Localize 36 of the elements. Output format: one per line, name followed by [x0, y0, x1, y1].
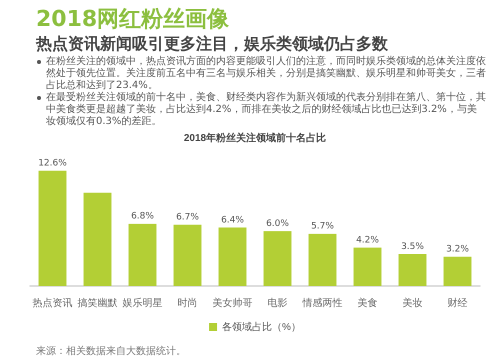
chart-subtitle: 热点资讯新闻吸引更多注目，娱乐类领域仍占多数: [36, 34, 388, 55]
data-label: 4.2%: [356, 235, 380, 246]
bar: [84, 192, 112, 286]
x-tick-label: 搞笑幽默: [78, 296, 118, 309]
text: 2018年粉丝关注领域前十名占比: [184, 132, 326, 144]
bar: [308, 234, 336, 286]
legend-label: 各领域占比（%）: [222, 320, 301, 333]
data-label: 6.7%: [176, 212, 200, 223]
x-tick-label: 情感两性: [302, 296, 342, 309]
bar: [218, 227, 246, 286]
data-label: 6.4%: [221, 215, 244, 226]
data-label: 3.5%: [401, 242, 424, 252]
data-label: 6.8%: [131, 212, 154, 222]
text: 在粉丝关注的领域中，热点资讯方面的内容更能吸引人们的注意，而同时娱乐类领域的总体关注度依然处于领先位置。关注度前五名中有三名与娱乐相关，分别是搞笑幽默、娱乐明星和帅哥美女，三者占比总和达到了23.4%。: [46, 56, 486, 92]
x-tick-label: 美食: [358, 296, 378, 309]
x-tick-label: 热点资讯: [32, 296, 72, 309]
bar: [444, 256, 472, 286]
bar: [398, 254, 426, 286]
data-label: 12.6%: [38, 158, 68, 169]
data-label: 5.7%: [311, 222, 334, 232]
bar: [128, 224, 156, 286]
bar: [354, 248, 382, 286]
data-label: 6.0%: [266, 218, 290, 229]
x-tick-label: 电影: [268, 296, 288, 309]
x-tick-label: 娱乐明星: [122, 296, 162, 309]
chart-title: 2018网红粉丝画像: [36, 6, 230, 34]
bar: [174, 224, 202, 286]
data-label: 3.2%: [446, 244, 470, 255]
bar: [38, 170, 66, 286]
bar: [264, 231, 292, 286]
x-tick-label: 美妆: [402, 296, 422, 309]
source-note: 来源：相关数据来自大数据统计。: [36, 344, 186, 358]
x-tick-label: 财经: [448, 296, 468, 309]
text: 在最受粉丝关注领域的前十名中，美食、财经类内容作为新兴领域的代表分别排在第八、第十位，其中美食类更是超越了美妆，占比达到4.2%，而排在美妆之后的财经领域占比也已达到3.2%，与美妆领域仅有0.3%的差距。: [46, 92, 486, 128]
x-tick-label: 美女帅哥: [212, 296, 252, 309]
x-tick-label: 时尚: [178, 296, 198, 309]
